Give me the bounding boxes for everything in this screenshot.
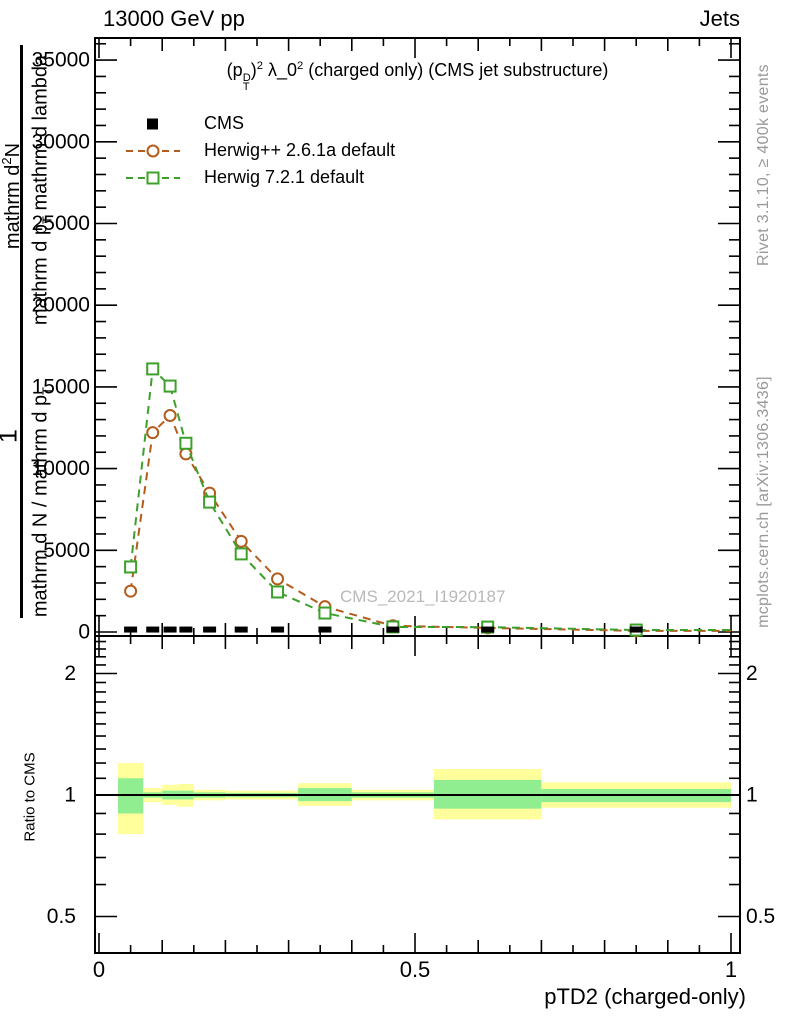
- title-part: λ_0: [262, 60, 297, 80]
- ylabel-num-sup: 2: [0, 157, 15, 165]
- title-part: ): [250, 60, 257, 80]
- data-point-circle: [146, 426, 160, 440]
- ylabel-fraction-bar: [20, 45, 23, 618]
- title-sub-t: T: [242, 80, 250, 93]
- ylabel-denominator-upper: mathrm d pT mathrm d lambda: [30, 55, 55, 325]
- ratio-tick-label-right: 1: [746, 784, 758, 807]
- y-tick-label-main: 0: [78, 621, 90, 644]
- y-tick-label-main: 10000: [32, 457, 90, 480]
- legend-label: CMS: [204, 113, 244, 133]
- x-tick-label: 0.5: [400, 957, 431, 982]
- analysis-group-label: Jets: [699, 6, 740, 31]
- cms-data-marker: [481, 626, 495, 633]
- data-point-square: [234, 547, 248, 561]
- data-point-circle: [271, 572, 285, 586]
- ratio-tick-label-left: 1: [64, 784, 76, 807]
- cms-data-marker: [234, 626, 248, 633]
- cms-data-marker: [629, 626, 643, 633]
- y-tick-label-main: 35000: [32, 49, 90, 72]
- data-point-circle: [234, 534, 248, 548]
- beam-energy-label: 13000 GeV pp: [103, 6, 245, 31]
- data-point-square: [146, 362, 160, 376]
- legend-label: Herwig++ 2.6.1a default: [204, 140, 396, 160]
- title-sup-d: D: [242, 72, 251, 85]
- ratio-tick-label-left: 0.5: [47, 905, 76, 928]
- legend: CMS Herwig++ 2.6.1a default Herwig 7.2.1 d…: [112, 110, 395, 191]
- mcplots-credit-label: mcplots.cern.ch [arXiv:1306.3436]: [755, 376, 772, 628]
- data-point-circle: [124, 584, 138, 598]
- filled-square-legend-marker: [147, 118, 158, 129]
- mc-curve: [129, 366, 731, 632]
- cms-data-marker: [179, 626, 193, 633]
- legend-item: CMS: [112, 110, 395, 137]
- y-tick-label-main: 15000: [32, 375, 90, 398]
- data-point-square: [271, 585, 285, 599]
- ratio-axis-title: Ratio to CMS: [21, 752, 39, 842]
- data-point-square: [163, 379, 177, 393]
- data-point-square: [203, 495, 217, 509]
- y-tick-label-main: 30000: [32, 130, 90, 153]
- ylabel-den-text3: mathrm d N / mathrm d p: [29, 394, 52, 618]
- data-point-square: [318, 606, 332, 620]
- title-exp: 2: [297, 60, 304, 72]
- ratio-tick-label-right: 2: [746, 662, 758, 685]
- data-point-square: [179, 436, 193, 450]
- legend-item: Herwig 7.2.1 default: [112, 164, 395, 191]
- legend-label: Herwig 7.2.1 default: [204, 167, 365, 187]
- cms-data-marker: [271, 626, 285, 633]
- cms-data-marker: [318, 626, 332, 633]
- ratio-tick-label-left: 2: [64, 662, 76, 685]
- data-point-square: [124, 560, 138, 574]
- data-point-circle: [163, 408, 177, 422]
- cms-data-marker: [203, 626, 217, 633]
- rivet-version-label: Rivet 3.1.10, ≥ 400k events: [755, 64, 772, 266]
- ylabel-den-sub: T: [39, 216, 55, 224]
- title-part: (p: [226, 60, 243, 80]
- observable-title: (p D T)2 λ_02 (charged only) (CMS jet subs…: [95, 60, 740, 92]
- cms-data-marker: [124, 626, 138, 633]
- x-tick-label: 1: [725, 957, 737, 982]
- open-square-legend-marker: [126, 171, 180, 184]
- mc-curve: [129, 413, 731, 632]
- y-tick-label-main: 5000: [43, 539, 90, 562]
- ratio-tick-label-right: 0.5: [746, 905, 775, 928]
- cms-data-marker: [163, 626, 177, 633]
- x-axis-title: pTD2 (charged-only): [544, 984, 746, 1009]
- x-tick-label: 0: [93, 957, 105, 982]
- legend-item: Herwig++ 2.6.1a default: [112, 137, 395, 164]
- title-part: (charged only) (CMS jet substructure): [303, 60, 609, 80]
- ylabel-den-sub2: T: [39, 386, 55, 395]
- ylabel-den-text2: mathrm d lambda: [29, 54, 52, 217]
- y-tick-label-main: 20000: [32, 294, 90, 317]
- cms-data-marker: [146, 626, 160, 633]
- watermark-analysis-id: CMS_2021_I1920187: [340, 587, 506, 606]
- ylabel-den-text: mathrm d p: [29, 223, 52, 326]
- title-exp: 2: [256, 60, 263, 72]
- open-circle-legend-marker: [126, 144, 180, 157]
- cms-data-marker: [386, 626, 400, 633]
- y-tick-label-main: 25000: [32, 212, 90, 235]
- ylabel-denominator-lower: mathrm d N / mathrm d pT: [30, 387, 55, 617]
